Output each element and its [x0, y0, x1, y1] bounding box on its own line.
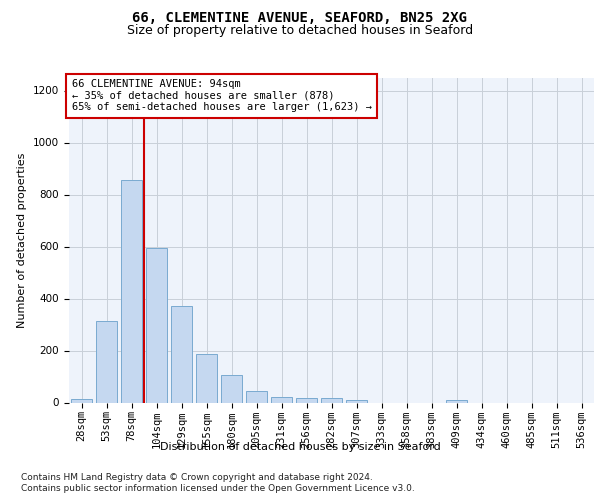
Text: Distribution of detached houses by size in Seaford: Distribution of detached houses by size … [160, 442, 440, 452]
Bar [321, 398, 342, 402]
Text: 66 CLEMENTINE AVENUE: 94sqm
← 35% of detached houses are smaller (878)
65% of se: 66 CLEMENTINE AVENUE: 94sqm ← 35% of det… [71, 79, 371, 112]
Bar [171, 306, 192, 402]
Bar [346, 400, 367, 402]
Bar [71, 398, 92, 402]
Y-axis label: Number of detached properties: Number of detached properties [17, 152, 28, 328]
Bar [121, 180, 142, 402]
Text: Size of property relative to detached houses in Seaford: Size of property relative to detached ho… [127, 24, 473, 37]
Bar [146, 248, 167, 402]
Bar [221, 375, 242, 402]
Bar [446, 400, 467, 402]
Bar [296, 398, 317, 402]
Bar [246, 391, 267, 402]
Bar [96, 320, 117, 402]
Text: Contains public sector information licensed under the Open Government Licence v3: Contains public sector information licen… [21, 484, 415, 493]
Text: 66, CLEMENTINE AVENUE, SEAFORD, BN25 2XG: 66, CLEMENTINE AVENUE, SEAFORD, BN25 2XG [133, 11, 467, 25]
Bar [271, 398, 292, 402]
Text: Contains HM Land Registry data © Crown copyright and database right 2024.: Contains HM Land Registry data © Crown c… [21, 472, 373, 482]
Bar [196, 354, 217, 403]
